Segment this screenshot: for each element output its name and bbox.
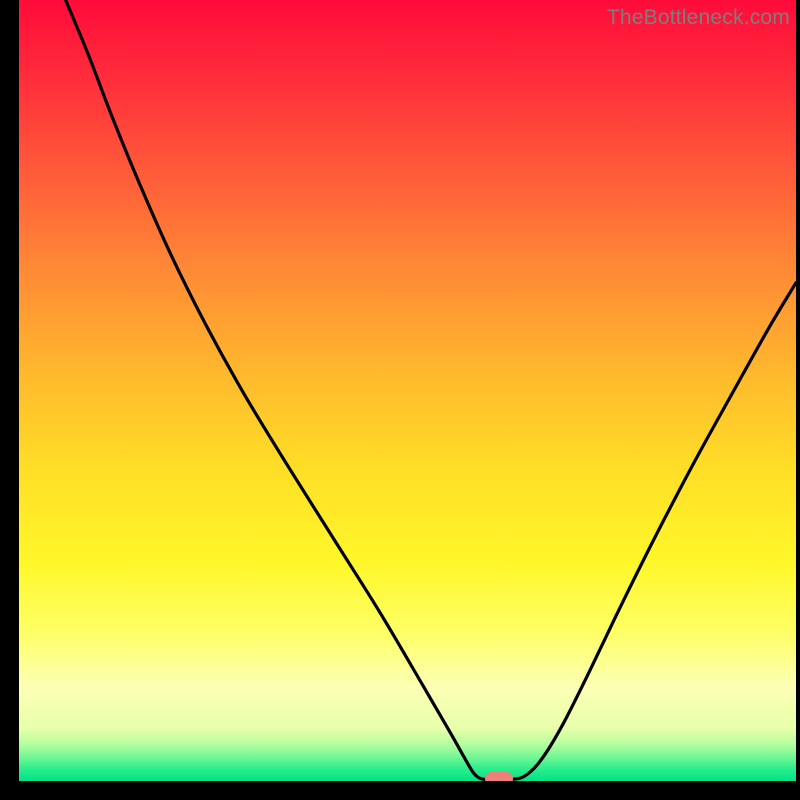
chart-stage: { "watermark": { "text": "TheBottleneck.…: [0, 0, 800, 800]
frame-right: [796, 0, 800, 800]
watermark-text: TheBottleneck.com: [607, 6, 790, 30]
frame-bottom: [0, 781, 800, 800]
plot-area: [19, 0, 796, 781]
curve-path: [66, 0, 796, 780]
frame-left: [0, 0, 19, 800]
minimum-marker: [485, 772, 513, 781]
bottleneck-curve: [19, 0, 796, 781]
